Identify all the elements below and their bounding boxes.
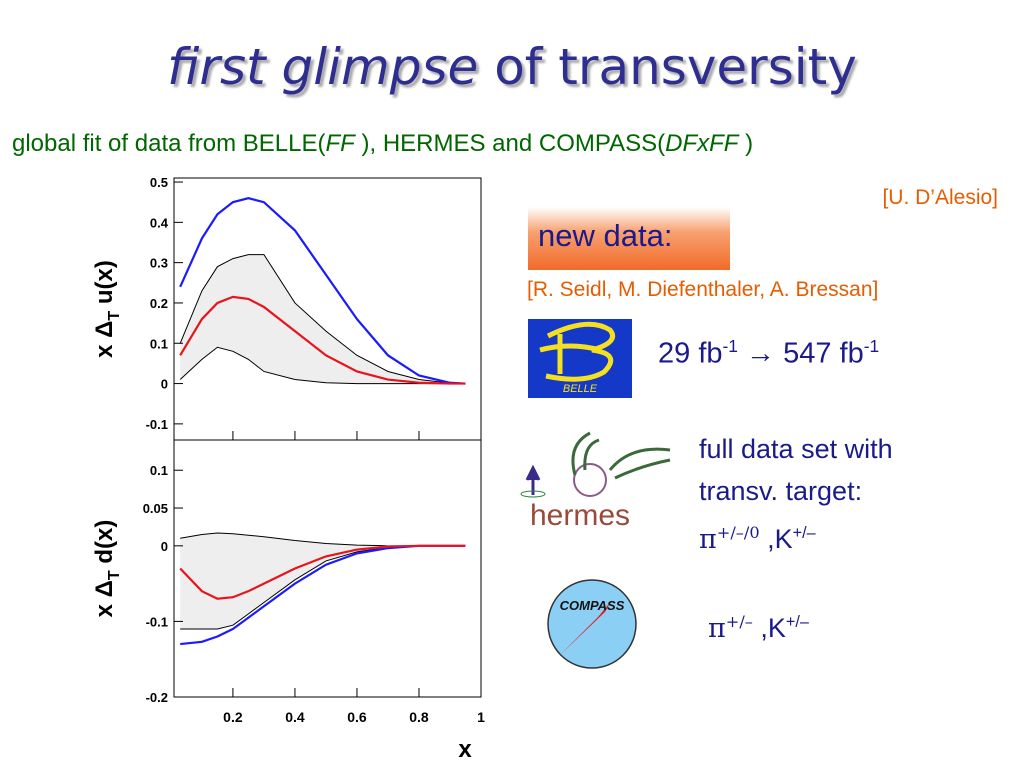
y-tick-label: 0.1 <box>150 463 168 478</box>
compass-text: π+/– ,K+/– <box>708 612 809 644</box>
x-tick-label: 0.8 <box>409 709 429 725</box>
credit: [U. D’Alesio] <box>882 186 998 209</box>
hermes-logo: hermes <box>520 431 671 532</box>
subtitle-part: FF <box>325 130 355 157</box>
y-tick-label: -0.2 <box>146 690 168 705</box>
text: -1 <box>722 336 738 356</box>
band-fill <box>180 532 466 629</box>
text: 29 fb <box>658 337 723 370</box>
logo-text: BELLE <box>563 383 598 395</box>
subtitle-part: ), HERMES and COMPASS( <box>354 130 666 157</box>
subtitle-part: DFxFF <box>665 130 739 157</box>
subtitle-part: ) <box>738 130 754 157</box>
logo-text: COMPASS <box>560 598 625 613</box>
y-tick-label: 0 <box>161 539 168 554</box>
new-data-box: new data: <box>528 207 730 270</box>
y-tick-label: -0.1 <box>146 614 168 629</box>
curve <box>179 295 466 385</box>
subtitle: global fit of data from BELLE(FF ), HERM… <box>12 130 753 158</box>
text: x Δ <box>91 580 118 617</box>
belle-logo: BELLE <box>528 319 632 398</box>
text: +/–/0 <box>716 523 760 542</box>
logo-ball <box>573 463 607 497</box>
x-tick-label: 0.2 <box>223 709 243 725</box>
y-tick-label: 0.05 <box>143 501 168 516</box>
text: π+/–/0 ,K+/– <box>699 512 893 561</box>
compass-logo: COMPASS <box>547 579 637 669</box>
title-rest: of transversity <box>494 38 857 96</box>
text: full data set with <box>699 434 893 464</box>
logo-text: hermes <box>530 499 630 532</box>
text: π <box>708 613 726 644</box>
authors: [R. Seidl, M. Diefenthaler, A. Bressan] <box>527 278 879 301</box>
belle-lumi: 29 fb-1 → 547 fb-1 <box>658 336 879 371</box>
y-tick-label: 0.2 <box>150 296 168 311</box>
text: → 547 fb <box>746 337 864 370</box>
hermes-text: full data set with transv. target: π+/–/0 … <box>699 428 893 561</box>
curve <box>179 197 466 385</box>
y-tick-label: 0.3 <box>150 256 168 271</box>
y-tick-label: 0 <box>161 377 168 392</box>
x-tick-label: 0.6 <box>347 709 367 725</box>
y-axis-label: x ΔT d(x) <box>91 520 123 618</box>
x-tick-label: 0.4 <box>285 709 305 725</box>
x-axis-label: x <box>458 736 472 763</box>
curve <box>179 544 466 600</box>
band-edge <box>179 254 466 385</box>
plot-frame <box>173 439 482 698</box>
title-italic: first glimpse <box>167 38 479 96</box>
text: x Δ <box>91 321 118 358</box>
text: transv. target: <box>699 476 863 506</box>
text: -1 <box>863 336 880 356</box>
y-tick-label: 0.4 <box>150 215 169 230</box>
subtitle-part: global fit of data from BELLE( <box>12 130 326 157</box>
y-axis-label: x ΔT u(x) <box>91 260 123 358</box>
text: +/– <box>785 613 809 631</box>
y-tick-label: 0.1 <box>150 336 168 351</box>
logo-ring <box>520 490 546 498</box>
x-tick-label: 1 <box>477 709 485 725</box>
text: π <box>699 524 717 555</box>
band-fill <box>180 254 466 384</box>
text: +/– <box>792 524 816 542</box>
y-tick-label: 0.5 <box>150 175 168 190</box>
logo-b <box>539 321 616 382</box>
text: T <box>106 570 123 580</box>
logo-wings <box>571 431 671 480</box>
text: u(x) <box>91 260 118 311</box>
text: ,K <box>767 524 793 554</box>
title: first glimpse of transversity <box>0 38 1024 96</box>
logo-bg <box>528 319 632 398</box>
text: ,K <box>760 613 786 643</box>
text: T <box>106 311 123 321</box>
text: +/– <box>725 612 753 631</box>
text: d(x) <box>91 520 118 571</box>
y-tick-label: -0.1 <box>146 417 168 432</box>
